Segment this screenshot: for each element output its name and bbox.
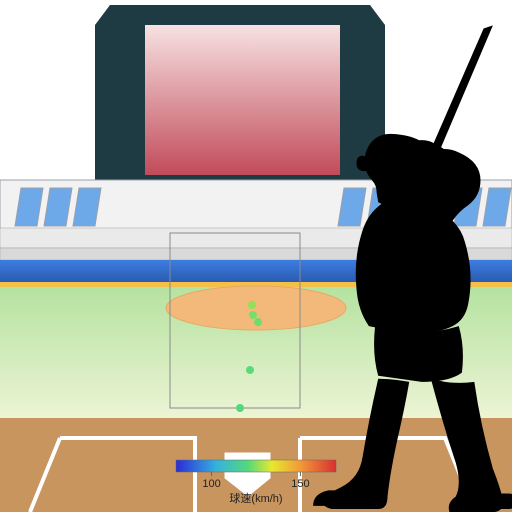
legend-tick-label: 150 xyxy=(291,478,309,490)
legend-bar xyxy=(176,460,336,472)
pitch-point xyxy=(248,301,256,309)
pitch-point xyxy=(246,366,254,374)
legend-label: 球速(km/h) xyxy=(229,491,282,505)
scoreboard-screen xyxy=(145,25,340,175)
pitch-point xyxy=(236,404,244,412)
pitch-point xyxy=(254,318,262,326)
legend-tick-label: 100 xyxy=(202,478,220,490)
pitch-point xyxy=(249,311,257,319)
